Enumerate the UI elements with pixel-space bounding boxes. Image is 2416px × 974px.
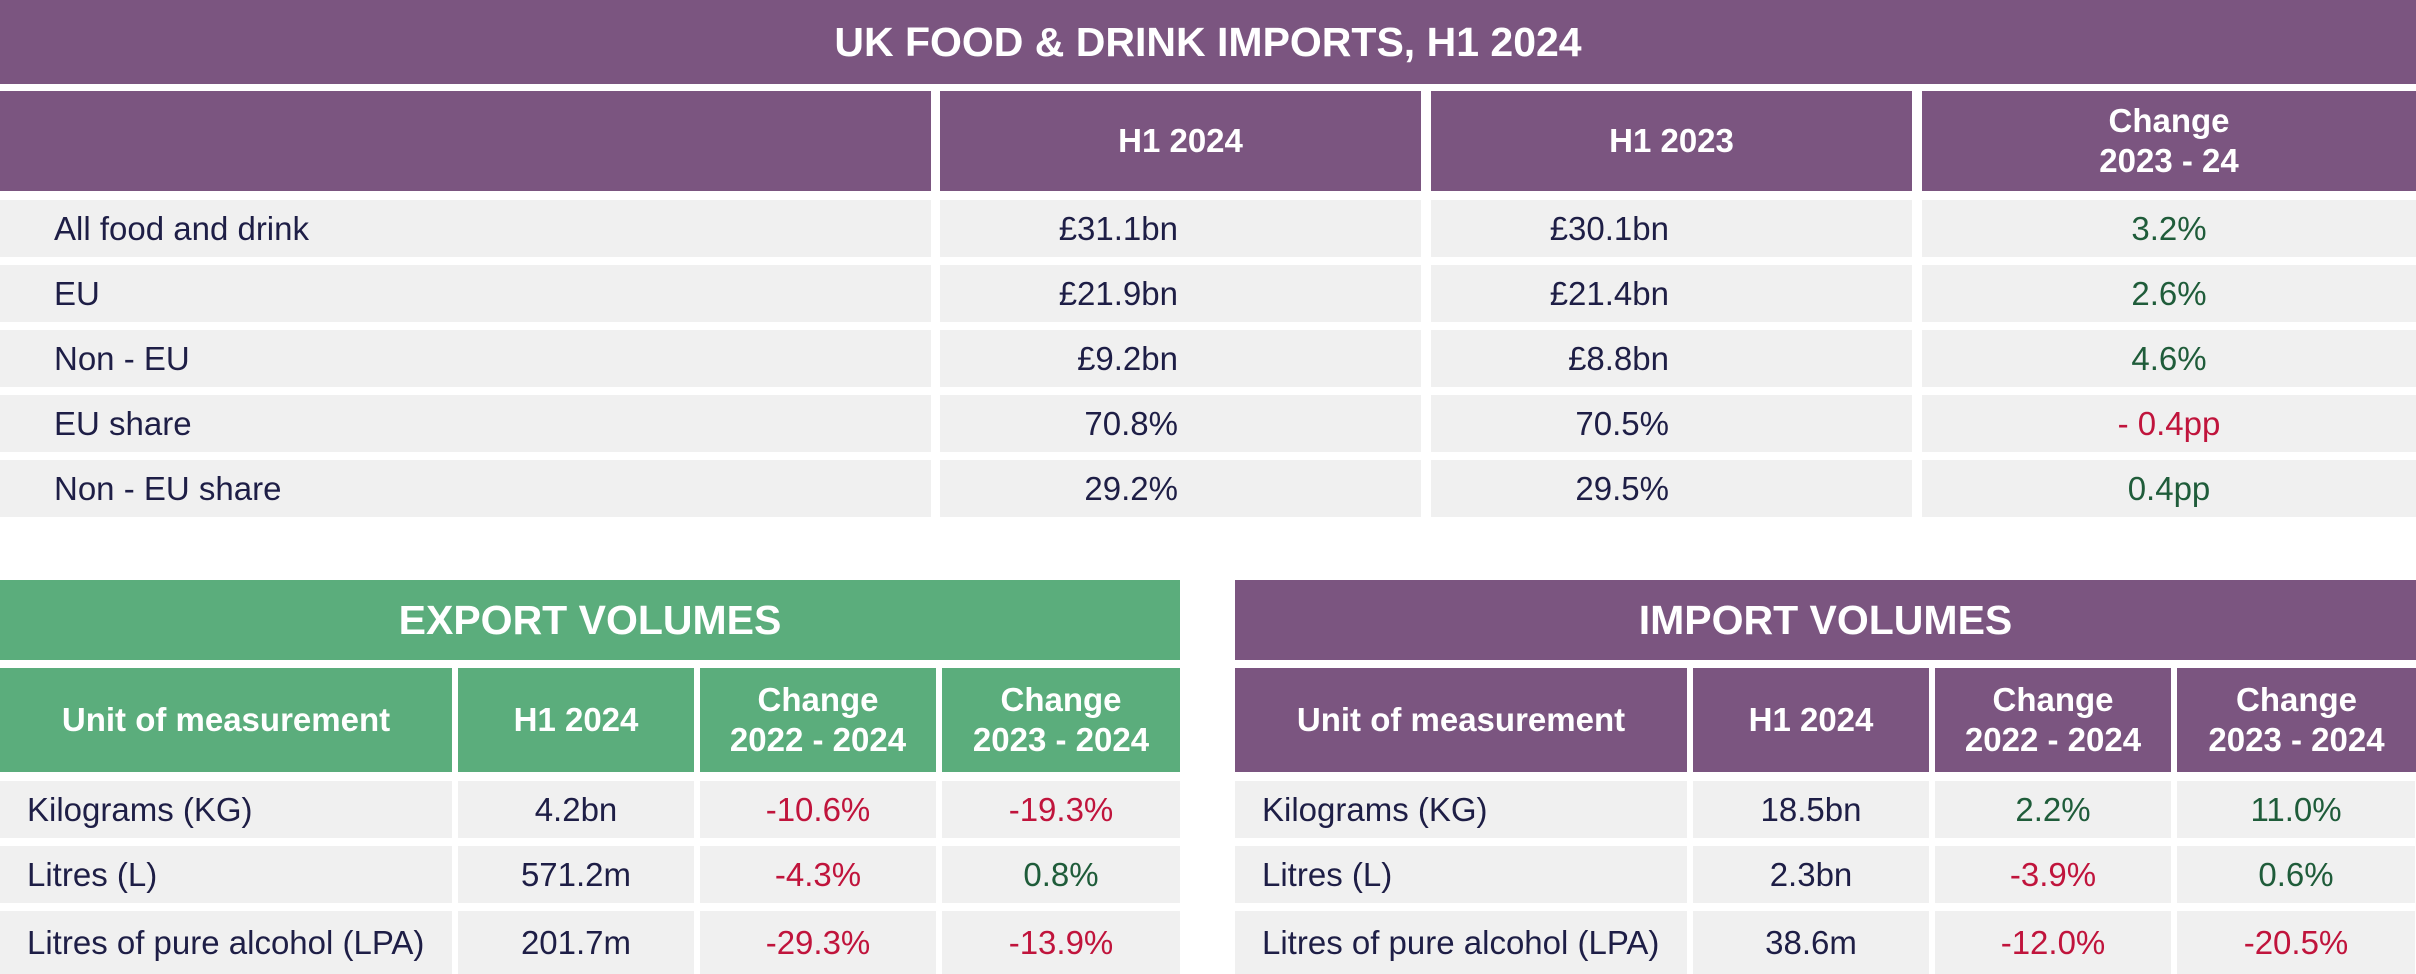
imports-row-change: 2.6% [1922, 265, 2416, 322]
import-row-label: Litres (L) [1235, 846, 1687, 903]
export-row-label: Litres (L) [0, 846, 452, 903]
imports-row-label: Non - EU share [0, 460, 931, 517]
imports-row-change: 0.4pp [1922, 460, 2416, 517]
export-row-change-22-24: -4.3% [700, 846, 936, 903]
import-row-change-22-24: -12.0% [1935, 911, 2171, 974]
export-row-label: Litres of pure alcohol (LPA) [0, 911, 452, 974]
export-row-label: Kilograms (KG) [0, 781, 452, 838]
import-header-unit: Unit of measurement [1235, 668, 1687, 772]
import-row-h1-2024: 2.3bn [1693, 846, 1929, 903]
imports-row-change: 3.2% [1922, 200, 2416, 257]
import-row-change-23-24: 0.6% [2177, 846, 2415, 903]
imports-row-h1-2024: £21.9bn [940, 265, 1421, 322]
import-row-h1-2024: 18.5bn [1693, 781, 1929, 838]
export-row-h1-2024: 201.7m [458, 911, 694, 974]
imports-row-h1-2024: £9.2bn [940, 330, 1421, 387]
import-row-change-23-24: -20.5% [2177, 911, 2415, 974]
imports-row-label: EU [0, 265, 931, 322]
imports-table-title: UK FOOD & DRINK IMPORTS, H1 2024 [0, 0, 2416, 84]
import-header-change-23-24: Change 2023 - 2024 [2177, 668, 2416, 772]
import-header-change-22-24: Change 2022 - 2024 [1935, 668, 2171, 772]
export-row-change-23-24: -19.3% [942, 781, 1180, 838]
import-row-change-22-24: 2.2% [1935, 781, 2171, 838]
export-header-h1-2024: H1 2024 [458, 668, 694, 772]
imports-row-change: - 0.4pp [1922, 395, 2416, 452]
import-volumes-title: IMPORT VOLUMES [1235, 580, 2416, 660]
imports-row-label: Non - EU [0, 330, 931, 387]
imports-row-h1-2024: 29.2% [940, 460, 1421, 517]
imports-header-h1-2024: H1 2024 [940, 91, 1421, 191]
export-header-change-23-24: Change 2023 - 2024 [942, 668, 1180, 772]
imports-row-h1-2023: 29.5% [1431, 460, 1912, 517]
export-row-change-23-24: -13.9% [942, 911, 1180, 974]
imports-row-h1-2023: £21.4bn [1431, 265, 1912, 322]
imports-header-change: Change 2023 - 24 [1922, 91, 2416, 191]
imports-header-blank [0, 91, 931, 191]
import-row-change-22-24: -3.9% [1935, 846, 2171, 903]
import-row-change-23-24: 11.0% [2177, 781, 2415, 838]
export-row-h1-2024: 571.2m [458, 846, 694, 903]
export-row-change-23-24: 0.8% [942, 846, 1180, 903]
imports-row-h1-2024: £31.1bn [940, 200, 1421, 257]
import-row-label: Litres of pure alcohol (LPA) [1235, 911, 1687, 974]
import-header-h1-2024: H1 2024 [1693, 668, 1929, 772]
import-row-label: Kilograms (KG) [1235, 781, 1687, 838]
imports-row-h1-2023: 70.5% [1431, 395, 1912, 452]
export-header-change-22-24: Change 2022 - 2024 [700, 668, 936, 772]
imports-row-h1-2023: £30.1bn [1431, 200, 1912, 257]
export-row-change-22-24: -29.3% [700, 911, 936, 974]
imports-row-label: All food and drink [0, 200, 931, 257]
export-volumes-title: EXPORT VOLUMES [0, 580, 1180, 660]
imports-header-h1-2023: H1 2023 [1431, 91, 1912, 191]
export-row-h1-2024: 4.2bn [458, 781, 694, 838]
export-header-unit: Unit of measurement [0, 668, 452, 772]
import-row-h1-2024: 38.6m [1693, 911, 1929, 974]
imports-row-h1-2024: 70.8% [940, 395, 1421, 452]
imports-row-change: 4.6% [1922, 330, 2416, 387]
imports-row-label: EU share [0, 395, 931, 452]
imports-row-h1-2023: £8.8bn [1431, 330, 1912, 387]
export-row-change-22-24: -10.6% [700, 781, 936, 838]
